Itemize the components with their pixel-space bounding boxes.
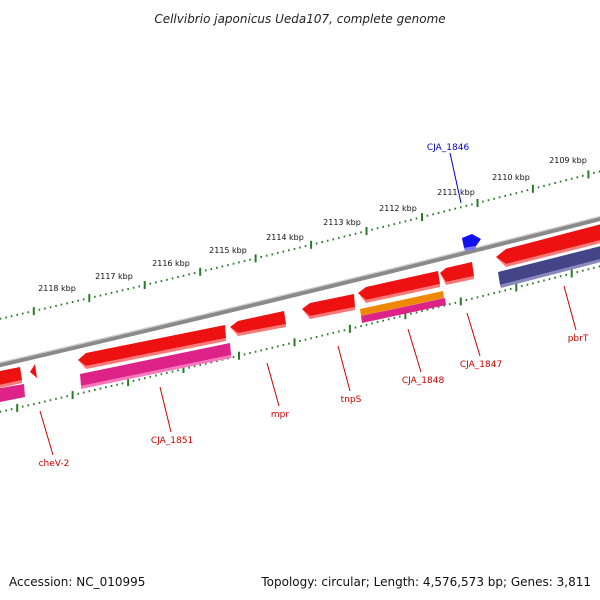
feature-orange-CJA_1848[interactable] [360, 291, 444, 316]
gene-arrow-CJA_1851[interactable] [78, 325, 226, 366]
feature-magenta-CJA_1848[interactable] [361, 298, 446, 323]
gene-label-CJA_1848[interactable]: CJA_1848 [402, 376, 445, 386]
scale-label-2109: 2109 kbp [549, 156, 587, 165]
gene-arrow-mpr[interactable] [230, 311, 286, 333]
leader-CJA_1846 [449, 152, 462, 204]
scale-label-2111: 2111 kbp [437, 188, 475, 197]
scale-label-2112: 2112 kbp [379, 204, 417, 213]
leader-tnpS [337, 345, 351, 392]
map-title: Cellvibrio japonicus Ueda107, complete g… [154, 12, 445, 26]
feature-magenta-left-partial[interactable] [0, 384, 25, 403]
leader-CJA_1851 [159, 386, 172, 433]
topology-text: Topology: circular; Length: 4,576,573 bp… [260, 575, 591, 589]
feature-navy-pbrT[interactable] [498, 245, 600, 285]
gene-arrow-pbrT[interactable] [496, 223, 600, 264]
gene-label-CJA_1847[interactable]: CJA_1847 [460, 360, 502, 370]
genome-backbone-highlight [0, 215, 600, 364]
scale-label-2117: 2117 kbp [95, 272, 133, 281]
gene-labels: CJA_1846 pbrT CJA_1847 CJA_1848 tnpS mpr… [39, 143, 589, 469]
secondary-features [0, 245, 600, 403]
scale-label-2113: 2113 kbp [323, 218, 361, 227]
scale-label-2114: 2114 kbp [266, 233, 304, 242]
gene-arrow-CJA_1847[interactable] [440, 262, 474, 282]
leader-cheV-2 [39, 410, 54, 456]
inner-tick-ring [0, 265, 600, 413]
leader-CJA_1847 [466, 312, 481, 357]
gene-arrow-left-partial[interactable] [0, 367, 22, 386]
leader-pbrT [563, 285, 577, 331]
gene-label-CJA_1846[interactable]: CJA_1846 [427, 143, 470, 153]
scale-label-2110: 2110 kbp [492, 173, 530, 182]
feature-magenta-CJA_1851[interactable] [80, 343, 231, 386]
scale-label-2115: 2115 kbp [209, 246, 247, 255]
scale-label-2116: 2116 kbp [152, 259, 190, 268]
gene-label-mpr[interactable]: mpr [271, 410, 289, 420]
gene-arrow-cheV-2[interactable] [30, 364, 37, 378]
gene-label-pbrT[interactable]: pbrT [568, 334, 589, 344]
gene-label-CJA_1851[interactable]: CJA_1851 [151, 436, 193, 446]
gene-arrow-CJA_1846[interactable] [462, 234, 481, 248]
scale-labels: 2109 kbp 2110 kbp 2111 kbp 2112 kbp 2113… [38, 156, 587, 293]
accession-text: Accession: NC_010995 [9, 575, 145, 589]
leader-CJA_1848 [407, 328, 422, 373]
scale-label-2118: 2118 kbp [38, 284, 76, 293]
outer-tick-ring [0, 170, 600, 320]
leader-mpr [266, 362, 280, 407]
gene-label-tnpS[interactable]: tnpS [341, 395, 362, 405]
gene-arrow-tnpS[interactable] [302, 294, 355, 316]
label-leaders [39, 152, 577, 456]
gene-label-cheV-2[interactable]: cheV-2 [39, 459, 70, 469]
forward-genes [0, 223, 600, 388]
genome-backbone [0, 215, 600, 368]
gene-arrow-CJA_1848[interactable] [358, 271, 440, 300]
